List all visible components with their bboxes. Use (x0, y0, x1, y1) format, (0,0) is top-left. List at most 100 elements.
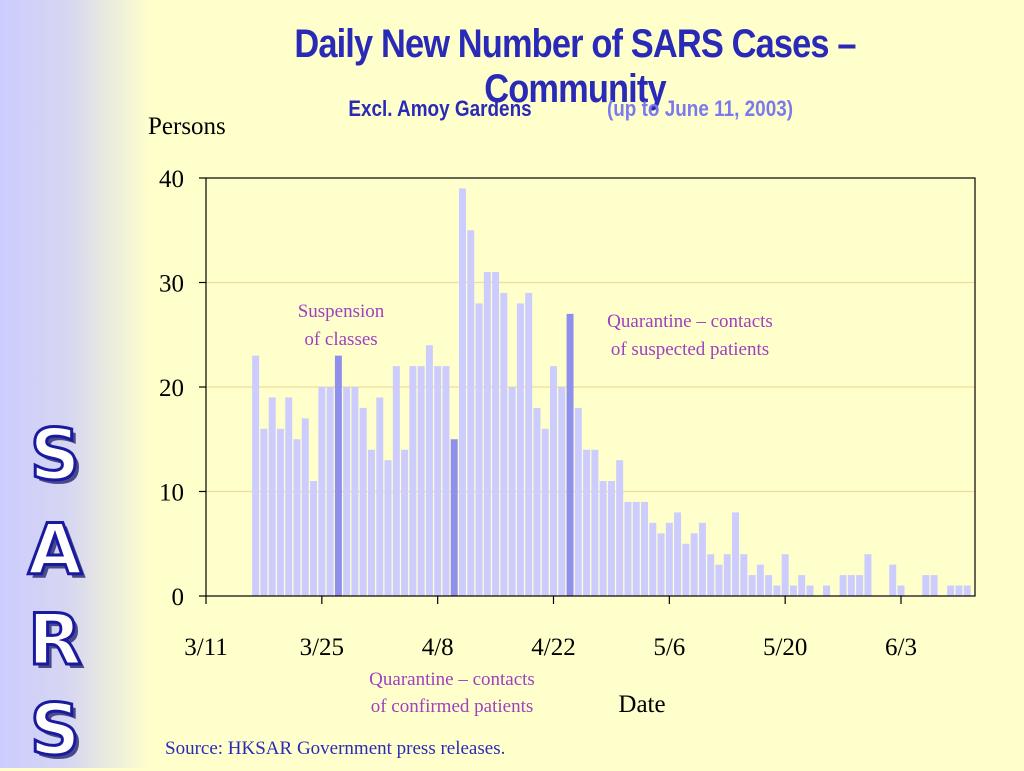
bar (541, 428, 549, 596)
bar (384, 460, 392, 596)
bar (773, 585, 781, 596)
bar (632, 501, 640, 596)
bar (781, 554, 789, 596)
y-tick-label: 30 (159, 271, 184, 298)
annotation-label: of confirmed patients (371, 696, 534, 717)
source-note: Source: HKSAR Government press releases. (165, 738, 506, 759)
side-letter-s1: S (28, 414, 81, 496)
bar (301, 418, 309, 596)
bar (459, 188, 466, 596)
bar (930, 575, 938, 596)
bar (922, 575, 930, 596)
bar (624, 501, 632, 596)
bar (856, 575, 864, 596)
bar (516, 303, 524, 596)
bar (326, 387, 334, 596)
annotation-label: Quarantine – contacts (607, 311, 773, 332)
bar (723, 554, 731, 596)
bar (864, 554, 872, 596)
bar (583, 449, 591, 596)
bar (550, 366, 557, 596)
bar (641, 501, 648, 596)
bar (847, 575, 855, 596)
bar (409, 366, 417, 596)
bar-highlight (566, 313, 574, 596)
bar-highlight (334, 355, 342, 596)
bar (682, 543, 690, 596)
annotation-label: of classes (304, 329, 377, 350)
bar (260, 428, 268, 596)
bar (500, 292, 508, 596)
bar (310, 481, 318, 596)
bar (789, 585, 797, 596)
page-title: Daily New Number of SARS Cases – Communi… (294, 22, 856, 111)
x-tick-label: 3/25 (300, 634, 344, 661)
side-letter-r: R (27, 599, 84, 681)
bar (955, 585, 963, 596)
side-letter-a: A (26, 509, 83, 591)
bar (252, 355, 260, 596)
bar (748, 575, 756, 596)
y-tick-label: 40 (159, 166, 184, 193)
bar (616, 460, 624, 596)
x-tick-label: 6/3 (885, 634, 917, 661)
bar (806, 585, 814, 596)
bar (798, 575, 806, 596)
bar (897, 585, 905, 596)
x-tick-label: 3/11 (184, 634, 228, 661)
bar (376, 397, 384, 596)
bar (947, 585, 955, 596)
bar (657, 533, 665, 596)
bar (442, 366, 450, 596)
bar (318, 387, 326, 596)
x-tick-label: 5/20 (763, 634, 807, 661)
bar (392, 366, 400, 596)
bar (732, 512, 740, 596)
bar (839, 575, 847, 596)
bar (351, 387, 359, 596)
bar (674, 512, 682, 596)
bar (715, 564, 723, 596)
bar (756, 564, 764, 596)
bar (434, 366, 442, 596)
bar (276, 428, 284, 596)
x-tick-label: 4/22 (531, 634, 575, 661)
bar (740, 554, 748, 596)
bar (963, 585, 971, 596)
x-tick-label: 5/6 (653, 634, 685, 661)
bar (607, 481, 615, 596)
bar (823, 585, 831, 596)
bar-highlight (450, 439, 458, 596)
bar (690, 533, 698, 596)
bar (268, 397, 276, 596)
bar (425, 345, 433, 596)
bar (475, 303, 483, 596)
bar (574, 407, 582, 596)
bar (508, 387, 516, 596)
y-axis-label: Persons (148, 113, 226, 140)
bar (765, 575, 773, 596)
x-tick-label: 4/8 (422, 634, 454, 661)
bar (492, 272, 500, 596)
bar (707, 554, 715, 596)
bar (599, 481, 607, 596)
side-letter-s2: S (28, 689, 81, 771)
bar (285, 397, 293, 596)
bar (401, 449, 409, 596)
bar (525, 292, 533, 596)
left-gradient-band (0, 0, 150, 768)
bar (293, 439, 301, 596)
subtitle: Excl. Amoy Gardens (348, 96, 532, 121)
bar (558, 387, 566, 596)
y-tick-label: 0 (172, 584, 185, 611)
bar (367, 449, 375, 596)
bar (698, 522, 706, 596)
x-axis-label: Date (618, 691, 665, 718)
annotation-label: Suspension (298, 301, 385, 322)
bar (665, 522, 673, 596)
bar (417, 366, 425, 596)
y-tick-label: 20 (159, 375, 184, 402)
bar (533, 407, 541, 596)
period-note: (up to June 11, 2003) (606, 96, 794, 121)
